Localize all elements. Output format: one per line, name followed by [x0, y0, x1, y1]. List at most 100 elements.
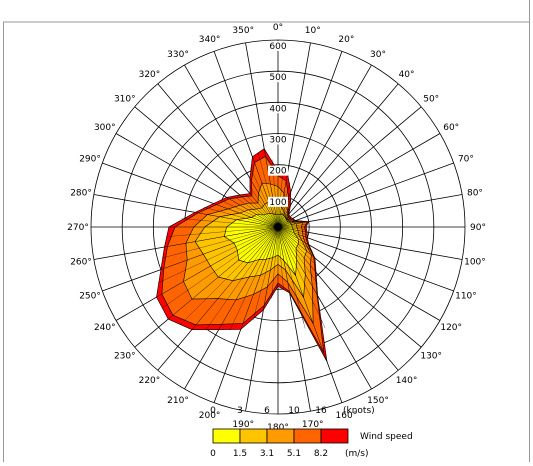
- legend-swatch: [212, 428, 241, 444]
- legend-ms-label: 3.1: [260, 449, 274, 459]
- band-spoke: [237, 226, 279, 251]
- legend-swatch: [266, 428, 295, 444]
- band-spoke: [277, 226, 285, 261]
- direction-label: 90°: [470, 223, 486, 233]
- direction-label: 150°: [367, 396, 389, 406]
- direction-label: 200°: [199, 411, 221, 421]
- legend-knots-label: 0: [210, 406, 216, 416]
- direction-label: 250°: [79, 291, 101, 301]
- legend-ms-label: 0: [210, 449, 216, 459]
- grid-spoke: [277, 83, 399, 228]
- direction-label: 330°: [167, 50, 189, 60]
- band-spoke-half: [277, 226, 297, 254]
- grid-spoke: [277, 226, 463, 260]
- direction-label: 120°: [440, 323, 462, 333]
- band-spoke: [238, 226, 279, 261]
- radius-label: 300: [269, 136, 286, 146]
- band-spoke: [251, 217, 279, 228]
- band-spoke-half: [229, 226, 279, 241]
- direction-label: 70°: [458, 155, 474, 165]
- band-spoke: [277, 226, 299, 245]
- radius-label: 200: [269, 167, 286, 177]
- band-spoke-half: [277, 226, 281, 259]
- legend-knots-label: 6: [264, 406, 270, 416]
- band-spoke-half: [235, 226, 279, 247]
- band-spoke-half: [237, 226, 279, 256]
- radius-labels: 100 200 300 400 500 600: [268, 41, 288, 208]
- band-spoke-half: [243, 226, 279, 262]
- band-spoke-half: [244, 217, 279, 228]
- direction-label: 260°: [70, 258, 92, 268]
- direction-label: 230°: [114, 352, 136, 362]
- direction-label: 40°: [399, 70, 415, 80]
- radius-label: 600: [269, 42, 286, 52]
- radius-label-bg: [268, 196, 288, 207]
- direction-label: 20°: [338, 35, 354, 45]
- direction-label: 190°: [232, 420, 254, 430]
- grid-spoke: [277, 106, 422, 228]
- band-spoke-half: [269, 226, 279, 259]
- direction-label: 50°: [423, 94, 439, 104]
- legend-swatch: [320, 428, 349, 444]
- direction-label: 110°: [455, 291, 477, 301]
- direction-label: 240°: [94, 323, 116, 333]
- band-spoke: [233, 226, 279, 244]
- band-spoke: [256, 214, 279, 228]
- radius-label-bg: [268, 134, 288, 145]
- legend-knots-label: 16: [315, 406, 327, 416]
- radius-label: 500: [269, 73, 286, 83]
- direction-label: 340°: [199, 35, 221, 45]
- direction-label: 280°: [70, 188, 92, 198]
- center-hub: [274, 223, 282, 231]
- direction-label: 140°: [396, 376, 418, 386]
- band-spoke-half: [253, 215, 279, 228]
- direction-label: 60°: [443, 123, 459, 133]
- direction-label: 80°: [467, 188, 483, 198]
- direction-label: 160°: [336, 411, 358, 421]
- legend-swatch: [239, 428, 268, 444]
- direction-label: 210°: [167, 396, 189, 406]
- band-spoke-half: [231, 222, 279, 228]
- band-spoke-half: [275, 226, 279, 257]
- band-spoke: [224, 226, 279, 237]
- direction-label: 100°: [464, 258, 486, 268]
- legend-knots-unit: (knots): [343, 406, 375, 416]
- radius-label-bg: [268, 41, 288, 51]
- band-spoke-half: [277, 226, 297, 268]
- direction-label: 10°: [305, 26, 321, 36]
- grid-spoke: [277, 162, 454, 228]
- band-spoke-half: [262, 226, 279, 260]
- radius-label-bg: [268, 103, 288, 114]
- band-spoke-half: [277, 226, 299, 242]
- wind-speed-legend: (knots) Wind speed (m/s) 0 3 6 10 16 0 1.5 3.1 5…: [210, 406, 413, 459]
- legend-ms-label: 5.1: [287, 449, 301, 459]
- band-spoke-half: [225, 226, 279, 232]
- direction-label: 180°: [267, 423, 289, 433]
- direction-label: 290°: [79, 155, 101, 165]
- radius-label-bg: [268, 72, 288, 83]
- direction-label: 310°: [114, 94, 136, 104]
- band-spoke: [236, 219, 279, 228]
- radius-label: 400: [269, 104, 286, 114]
- legend-ms-unit: (m/s): [345, 449, 369, 459]
- band-spoke-half: [253, 226, 279, 262]
- radius-label: 100: [269, 198, 286, 208]
- direction-label: 300°: [94, 123, 116, 133]
- legend-swatch: [293, 428, 322, 444]
- band-spoke: [247, 226, 279, 263]
- direction-label: 270°: [67, 223, 89, 233]
- direction-label: 0°: [273, 23, 283, 33]
- radius-label-bg: [268, 165, 288, 176]
- direction-label: 30°: [370, 50, 386, 60]
- legend-title: Wind speed: [360, 432, 413, 442]
- legend-knots-label: 3: [237, 406, 243, 416]
- band-spoke: [272, 226, 279, 258]
- direction-label: 350°: [232, 26, 254, 36]
- band-spoke: [266, 226, 279, 260]
- direction-label: 320°: [139, 70, 161, 80]
- legend-ms-label: 8.2: [314, 449, 328, 459]
- wind-petals: [156, 148, 328, 362]
- direction-labels: 0° 10° 20° 30° 40° 50° 60° 70° 80° 90° 100° 110° 120…: [67, 23, 486, 433]
- direction-label: 220°: [139, 376, 161, 386]
